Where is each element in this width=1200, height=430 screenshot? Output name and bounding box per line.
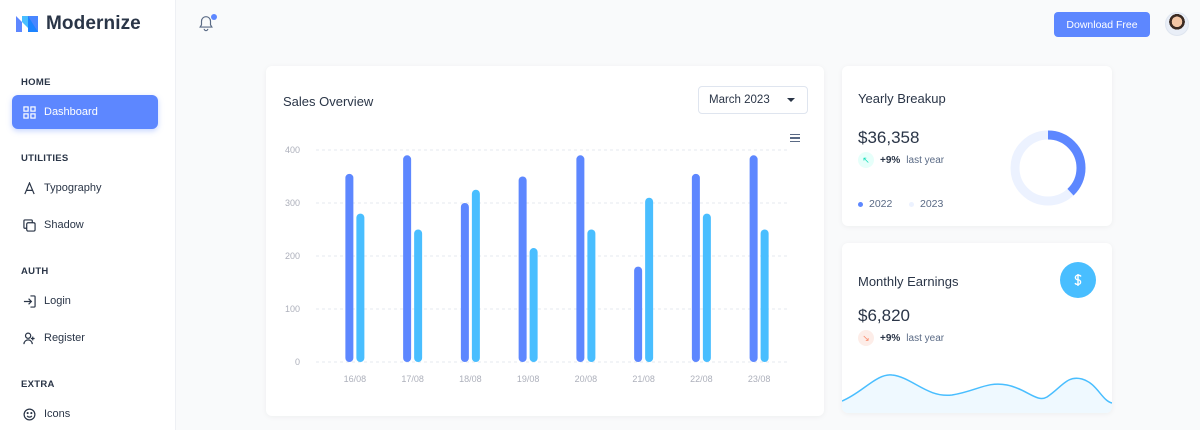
yearly-trend: ↖ +9% last year: [858, 152, 944, 168]
login-icon: [22, 294, 36, 308]
month-select[interactable]: March 2023: [698, 86, 808, 114]
section-utilities: UTILITIES: [21, 153, 69, 164]
bar: [645, 197, 654, 362]
typography-icon: [22, 181, 36, 195]
sidebar: Modernize HOME Dashboard UTILITIES Typog…: [0, 0, 176, 430]
arrow-down-right-icon: ↘: [858, 330, 874, 346]
donut-arc: [1010, 130, 1086, 206]
sidebar-item-typography[interactable]: Typography: [12, 171, 158, 205]
legend-2023: 2023: [909, 198, 943, 210]
bar: [702, 213, 711, 362]
sidebar-item-dashboard[interactable]: Dashboard: [12, 95, 158, 129]
month-select-value: March 2023: [709, 94, 770, 106]
bar: [529, 248, 538, 362]
legend-2022: 2022: [858, 198, 892, 210]
x-tick-label: 16/08: [344, 374, 367, 384]
monthly-trend-label: last year: [906, 332, 945, 344]
sparkline-area: [842, 374, 1112, 413]
section-extra: EXTRA: [21, 379, 55, 390]
bar: [403, 155, 412, 362]
arrow-up-left-icon: ↖: [858, 152, 874, 168]
x-tick-label: 18/08: [459, 374, 482, 384]
legend-label: 2022: [869, 198, 893, 210]
user-plus-icon: [22, 331, 36, 345]
x-tick-label: 19/08: [517, 374, 540, 384]
x-tick-label: 21/08: [632, 374, 655, 384]
yearly-breakup-card: Yearly Breakup $36,358 ↖ +9% last year 2…: [842, 66, 1112, 226]
dashboard-icon: [22, 105, 36, 119]
app-logo[interactable]: Modernize: [14, 12, 141, 36]
copy-icon: [22, 218, 36, 232]
bar: [414, 229, 423, 362]
bar: [587, 229, 596, 362]
legend-dot: [858, 201, 863, 207]
currency-dollar-icon[interactable]: [1060, 262, 1096, 298]
monthly-trend-pct: +9%: [880, 332, 901, 344]
monthly-value: $6,820: [858, 306, 910, 325]
y-tick-label: 400: [285, 145, 300, 155]
bar: [356, 213, 365, 362]
sidebar-item-label: Login: [44, 295, 71, 307]
sidebar-item-label: Shadow: [44, 219, 84, 231]
yearly-value: $36,358: [858, 128, 920, 147]
y-tick-label: 0: [295, 357, 300, 367]
bell-icon: [199, 16, 213, 32]
avatar[interactable]: [1165, 12, 1189, 36]
sparkline-line: [842, 374, 1112, 404]
sales-overview-card: Sales Overview March 2023 0 100 200 300 400 1…: [266, 66, 824, 416]
logo-icon: [16, 16, 38, 32]
x-tick-label: 22/08: [690, 374, 713, 384]
chart-menu-icon[interactable]: [790, 134, 800, 143]
sidebar-item-label: Register: [44, 332, 85, 344]
mood-smile-icon: [22, 407, 36, 421]
sales-chart: 0 100 200 300 400 16/08 17/08 18/08 19/08 20/08 21…: [285, 145, 788, 384]
monthly-earnings-card: Monthly Earnings $6,820 ↘ +9% last year: [842, 243, 1112, 413]
sidebar-item-label: Dashboard: [44, 106, 98, 118]
y-tick-label: 300: [285, 198, 300, 208]
sidebar-item-shadow[interactable]: Shadow: [12, 208, 158, 242]
monthly-earnings-title: Monthly Earnings: [858, 274, 959, 289]
x-tick-label: 20/08: [575, 374, 598, 384]
yearly-donut-chart: [1010, 130, 1086, 206]
sidebar-item-register[interactable]: Register: [12, 321, 158, 355]
yearly-trend-label: last year: [906, 154, 945, 166]
x-tick-label: 23/08: [748, 374, 771, 384]
yearly-trend-pct: +9%: [880, 154, 901, 166]
bar: [460, 203, 469, 362]
bar: [634, 266, 643, 362]
sidebar-item-icons[interactable]: Icons: [12, 397, 158, 430]
download-free-button[interactable]: Download Free: [1054, 12, 1150, 37]
sidebar-item-label: Icons: [44, 408, 71, 420]
bar: [691, 173, 700, 362]
notification-bell[interactable]: [197, 14, 217, 34]
y-tick-label: 100: [285, 304, 300, 314]
section-auth: AUTH: [21, 266, 49, 277]
yearly-breakup-title: Yearly Breakup: [858, 91, 946, 106]
sales-overview-title: Sales Overview: [283, 94, 374, 109]
chevron-down-icon: [787, 98, 795, 102]
sidebar-item-login[interactable]: Login: [12, 284, 158, 318]
bar: [749, 155, 758, 362]
y-tick-label: 200: [285, 251, 300, 261]
bar: [576, 155, 585, 362]
notification-dot: [211, 14, 217, 20]
legend-label: 2023: [920, 198, 944, 210]
monthly-trend: ↘ +9% last year: [858, 330, 944, 346]
section-home: HOME: [21, 77, 51, 88]
bar: [518, 176, 527, 362]
legend-dot: [909, 201, 914, 207]
x-tick-label: 17/08: [401, 374, 424, 384]
bar: [471, 189, 480, 362]
bar: [345, 173, 354, 362]
app-name: Modernize: [46, 13, 141, 34]
sidebar-item-label: Typography: [44, 182, 102, 194]
bar: [760, 229, 769, 362]
monthly-earnings-sparkline: [842, 374, 1112, 413]
